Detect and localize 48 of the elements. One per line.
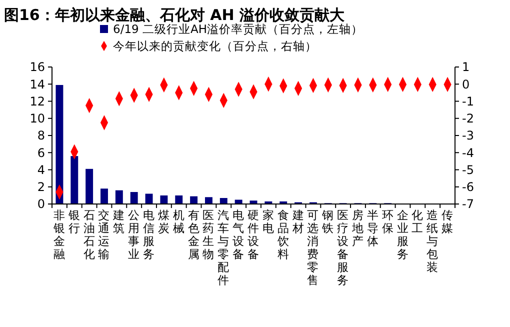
x-tick-label: 电信服务 [143, 208, 156, 261]
x-tick-label: 食品饮料 [276, 208, 290, 261]
x-tick-label: 电气设备 [232, 208, 245, 261]
chart-title: 图16：年初以来金融、石化对 AH 溢价收敛贡献大 [4, 6, 346, 24]
y2-tick-label: -1 [462, 94, 474, 108]
legend-label: 6/19 二级行业AH溢价率贡献（百分点，左轴） [113, 22, 363, 36]
x-tick-label: 公用事业 [128, 208, 140, 261]
y-tick-label: 6 [37, 146, 45, 160]
x-tick-label: 医疗设备服务 [337, 208, 350, 287]
y2-tick-label: -5 [462, 162, 474, 177]
x-tick-label: 企业服务 [396, 208, 409, 261]
x-tick-label: 银行 [67, 208, 80, 235]
x-tick-label: 钢铁 [321, 208, 334, 235]
y2-tick-label: -7 [462, 197, 474, 212]
x-tick-label: 交通运输 [98, 208, 110, 261]
x-tick-label: 可选消费零售 [307, 208, 320, 287]
x-tick-label: 建筑 [112, 208, 126, 235]
x-tick-label: 机械 [172, 208, 185, 235]
x-tick-label: 建材 [291, 208, 304, 235]
y-tick-label: 2 [37, 180, 45, 194]
x-tick-label: 半导体 [366, 208, 379, 248]
x-tick-label: 造纸与包装 [426, 208, 439, 274]
y-tick-label: 14 [30, 77, 45, 92]
y-tick-label: 4 [37, 162, 45, 177]
y-tick-label: 10 [30, 112, 45, 126]
x-tick-label: 传媒 [442, 208, 454, 235]
x-tick-label: 石油石化 [83, 208, 96, 261]
y-tick-label: 8 [37, 128, 45, 143]
y2-tick-label: -3 [462, 128, 474, 143]
x-tick-label: 环保 [382, 208, 394, 235]
y2-tick-label: 1 [462, 60, 470, 74]
y2-tick-label: -2 [462, 112, 474, 126]
y-tick-label: 12 [30, 94, 45, 108]
x-tick-label: 煤炭 [158, 208, 170, 235]
y2-tick-label: -4 [462, 146, 474, 160]
y-tick-label: 16 [30, 60, 45, 74]
x-tick-label: 化工 [412, 208, 424, 235]
x-tick-label: 汽车与零配件 [218, 208, 230, 287]
x-tick-label: 医药生物 [202, 208, 215, 261]
legend-label: 今年以来的贡献变化（百分点，右轴） [113, 39, 317, 54]
x-tick-label: 房地产 [350, 208, 364, 248]
x-tick-label: 非银金融 [52, 208, 66, 261]
y2-tick-label: 0 [462, 77, 470, 92]
x-tick-label: 家电 [262, 208, 274, 235]
y-tick-label: 0 [37, 197, 45, 212]
y2-tick-label: -6 [462, 180, 474, 194]
x-tick-label: 有色金属 [188, 208, 200, 261]
x-tick-label: 硬件设备 [248, 208, 260, 261]
